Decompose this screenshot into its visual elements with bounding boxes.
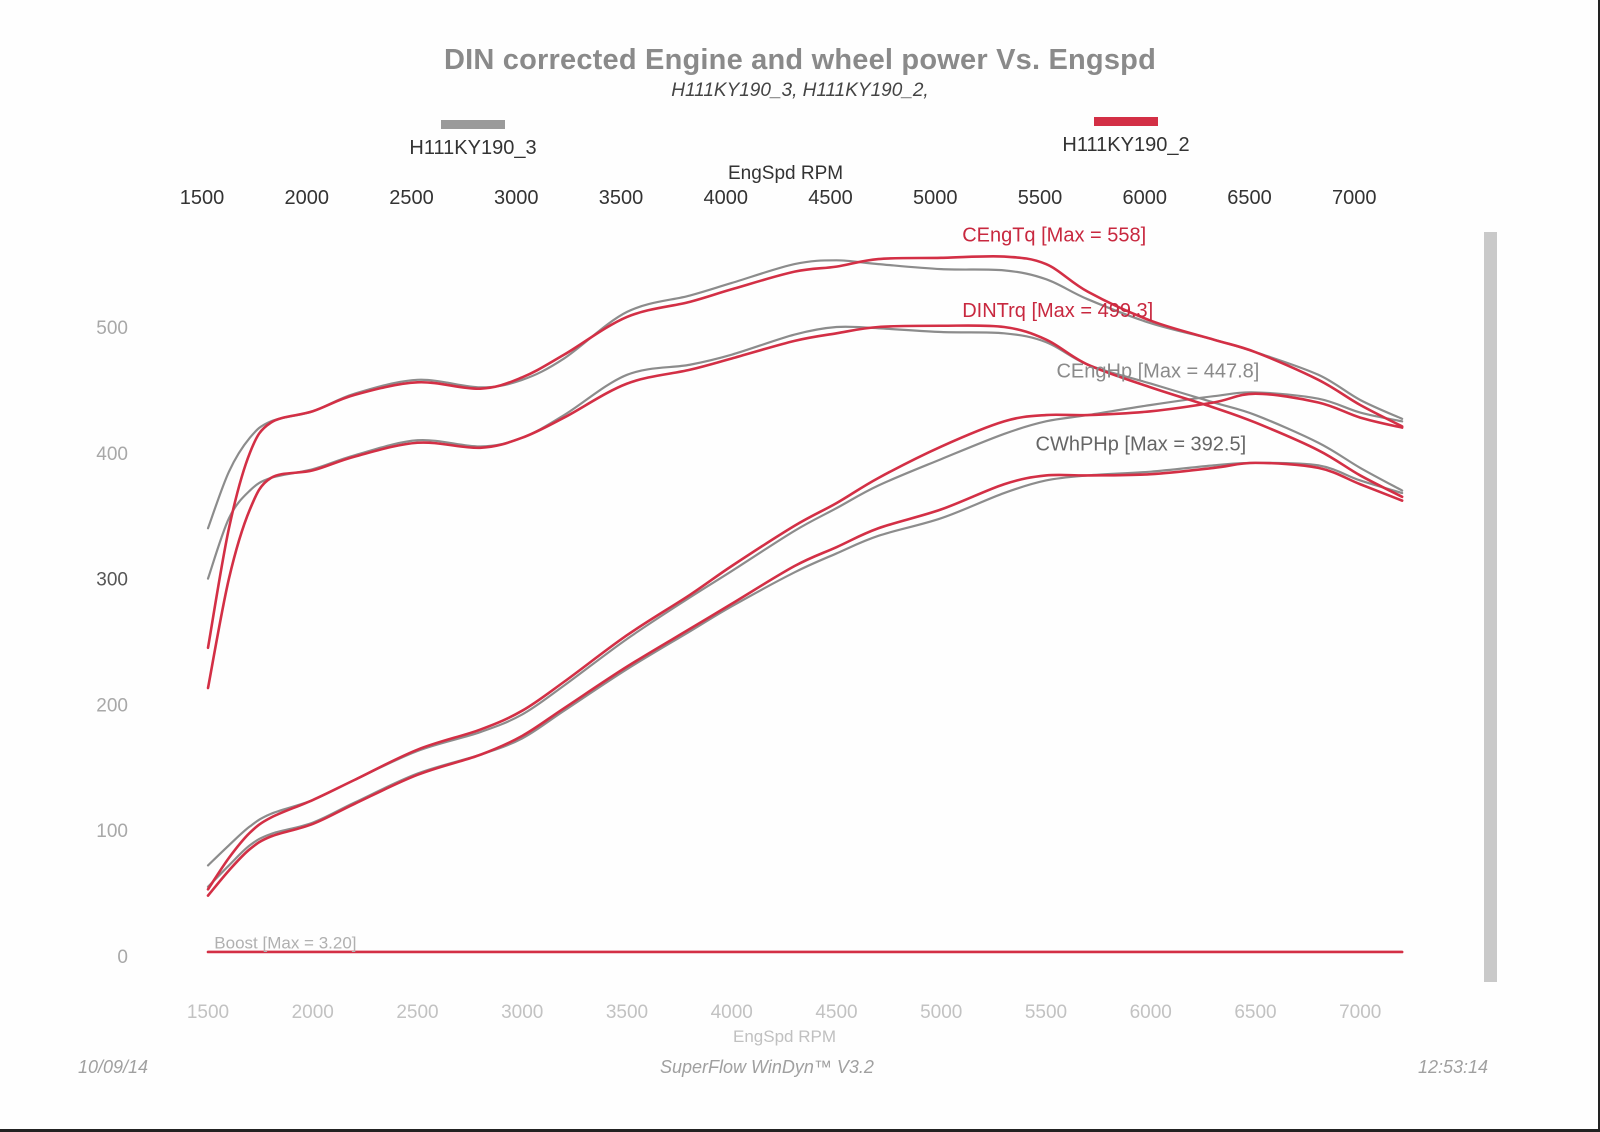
legend-swatch-gray: [441, 120, 505, 129]
series-annotation: DINTrq [Max = 499.3]: [962, 300, 1153, 322]
chart-subtitle: H111KY190_3, H111KY190_2,: [671, 80, 929, 101]
x-tick-label-bottom: 4500: [815, 1002, 857, 1023]
x-tick-label-top: 3500: [599, 187, 644, 209]
series-annotation: Boost [Max = 3.20]: [214, 933, 356, 952]
x-tick-label-top: 6000: [1123, 187, 1168, 209]
x-tick-label-top: 7000: [1332, 187, 1377, 209]
x-tick-label-top: 3000: [494, 187, 539, 209]
series-line-cwhphp-run-3: [206, 461, 1404, 888]
y-tick-label: 300: [96, 570, 128, 591]
y-tick-label: 400: [96, 444, 128, 465]
x-tick-label-bottom: 1500: [187, 1002, 229, 1023]
x-tick-label-top: 5500: [1018, 187, 1063, 209]
x-tick-label-bottom: 2000: [292, 1002, 334, 1023]
x-tick-label-top: 4000: [704, 187, 749, 209]
y-tick-label: 200: [96, 695, 128, 716]
legend-label-run-3: H111KY190_3: [409, 137, 537, 159]
x-tick-label-top: 4500: [808, 187, 853, 209]
x-tick-label-top: 2000: [285, 187, 330, 209]
top-axis-title: EngSpd RPM: [728, 163, 844, 184]
series-line-cenghp-run-2: [206, 392, 1404, 891]
footer-software: SuperFlow WinDyn™ V3.2: [660, 1057, 874, 1077]
x-tick-label-bottom: 7000: [1339, 1002, 1381, 1023]
x-tick-label-bottom: 5500: [1025, 1002, 1067, 1023]
vertical-gray-bar: [1484, 232, 1497, 982]
y-tick-label: 100: [96, 821, 128, 842]
series-line-cenghp-run-3: [206, 391, 1404, 867]
x-tick-label-top: 5000: [913, 187, 958, 209]
legend-label-run-2: H111KY190_2: [1062, 134, 1190, 156]
x-tick-label-top: 6500: [1227, 187, 1272, 209]
series-annotation: CEngHp [Max = 447.8]: [1056, 360, 1259, 382]
x-tick-label-bottom: 3000: [501, 1002, 543, 1023]
x-tick-label-top: 2500: [389, 187, 434, 209]
page-edge-right: [1598, 0, 1600, 1132]
series-line-cwhphp-run-2: [206, 461, 1404, 897]
legend-swatch-red: [1094, 117, 1158, 126]
legend-item-run-2: H111KY190_2: [1046, 117, 1206, 157]
series-line-cengtq-run-2: [206, 254, 1404, 650]
footer-time: 12:53:14: [1418, 1057, 1489, 1077]
x-tick-label-top: 1500: [180, 187, 225, 209]
x-tick-label-bottom: 6000: [1130, 1002, 1172, 1023]
y-tick-label: 500: [96, 318, 128, 339]
series-annotation: CWhPHp [Max = 392.5]: [1036, 433, 1247, 455]
x-tick-label-bottom: 3500: [606, 1002, 648, 1023]
footer-date: 10/09/14: [78, 1057, 149, 1077]
chart-title: DIN corrected Engine and wheel power Vs.…: [444, 44, 1156, 76]
x-tick-label-bottom: 6500: [1234, 1002, 1276, 1023]
series-annotation: CEngTq [Max = 558]: [962, 224, 1146, 246]
bottom-axis-title: EngSpd RPM: [733, 1027, 836, 1046]
x-tick-label-bottom: 5000: [920, 1002, 962, 1023]
x-tick-label-bottom: 2500: [396, 1002, 438, 1023]
legend-item-run-3: H111KY190_3: [398, 120, 548, 160]
page-edge-bottom: [0, 1129, 1600, 1132]
y-tick-label: 0: [117, 947, 128, 968]
x-tick-label-bottom: 4000: [711, 1002, 753, 1023]
